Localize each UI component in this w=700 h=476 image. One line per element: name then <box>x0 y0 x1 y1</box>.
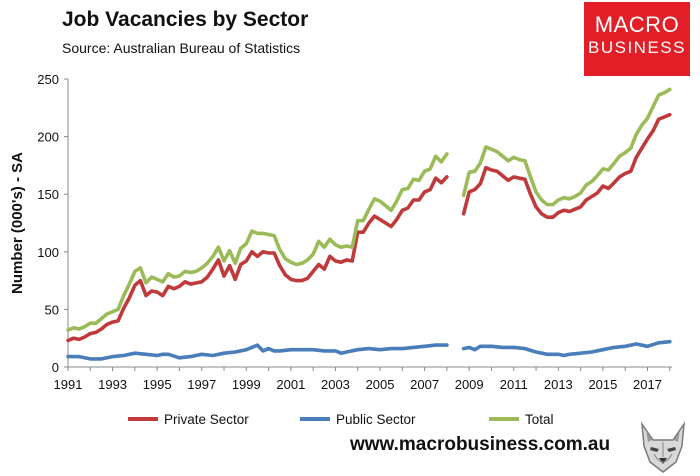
x-tick-label: 2015 <box>588 377 617 392</box>
series-line-private-sector-1 <box>66 175 449 343</box>
wolf-logo-icon <box>640 421 686 473</box>
series-line-public-sector-2 <box>461 339 672 358</box>
legend-label-total: Total <box>525 412 554 427</box>
x-tick-label: 2003 <box>321 377 350 392</box>
y-tick-label: 100 <box>37 245 59 260</box>
series-line-private-sector-2 <box>461 112 672 219</box>
legend-label-private-sector: Private Sector <box>164 412 249 427</box>
y-tick-label: 50 <box>45 302 59 317</box>
x-tick-label: 1999 <box>232 377 261 392</box>
series-line-total-1 <box>66 152 449 332</box>
website-url: www.macrobusiness.com.au <box>350 434 611 455</box>
x-tick-label: 2001 <box>276 377 305 392</box>
x-tick-label: 1997 <box>187 377 216 392</box>
y-tick-label: 0 <box>52 360 59 375</box>
logo-line-1: MACRO <box>594 12 680 37</box>
chart-subtitle: Source: Australian Bureau of Statistics <box>62 40 301 56</box>
x-tick-label: 2011 <box>500 377 528 392</box>
y-tick-label: 250 <box>37 72 59 87</box>
x-tick-label: 2009 <box>455 377 484 392</box>
x-tick-label: 2013 <box>544 377 573 392</box>
series-line-total-2 <box>461 87 672 207</box>
chart-axes: 0 50 100 150 200 250 1991 1993 1995 1997 1999 2001 2… <box>9 72 672 392</box>
macrobusiness-logo: MACRO BUSINESS <box>584 2 690 76</box>
x-tick-label: 1995 <box>143 377 172 392</box>
series-line-public-sector-1 <box>66 343 449 361</box>
y-axis-title: Number (000's) - SA <box>9 152 26 294</box>
chart-title: Job Vacancies by Sector <box>62 8 309 31</box>
x-tick-label: 2007 <box>410 377 439 392</box>
y-tick-label: 200 <box>37 130 59 145</box>
logo-line-2: BUSINESS <box>588 38 686 57</box>
x-tick-label: 2017 <box>633 377 662 392</box>
y-tick-label: 150 <box>37 187 59 202</box>
legend-label-public-sector: Public Sector <box>336 412 416 427</box>
legend: Private Sector Public Sector Total <box>128 412 554 427</box>
plot-area <box>66 87 672 361</box>
x-tick-label: 2005 <box>366 377 395 392</box>
x-tick-label: 1991 <box>54 377 83 392</box>
x-tick-label: 1993 <box>98 377 127 392</box>
